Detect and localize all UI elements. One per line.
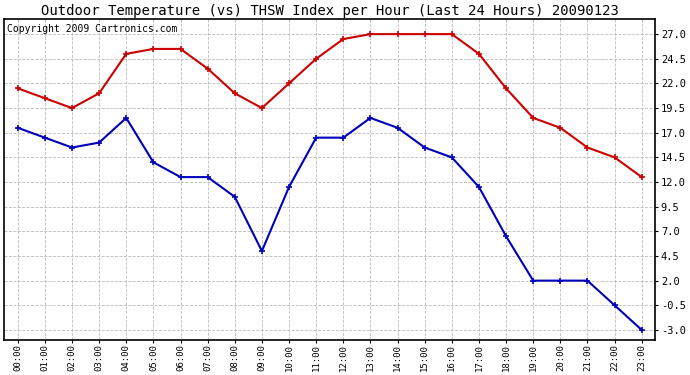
Text: Copyright 2009 Cartronics.com: Copyright 2009 Cartronics.com [8, 24, 178, 34]
Title: Outdoor Temperature (vs) THSW Index per Hour (Last 24 Hours) 20090123: Outdoor Temperature (vs) THSW Index per … [41, 4, 619, 18]
